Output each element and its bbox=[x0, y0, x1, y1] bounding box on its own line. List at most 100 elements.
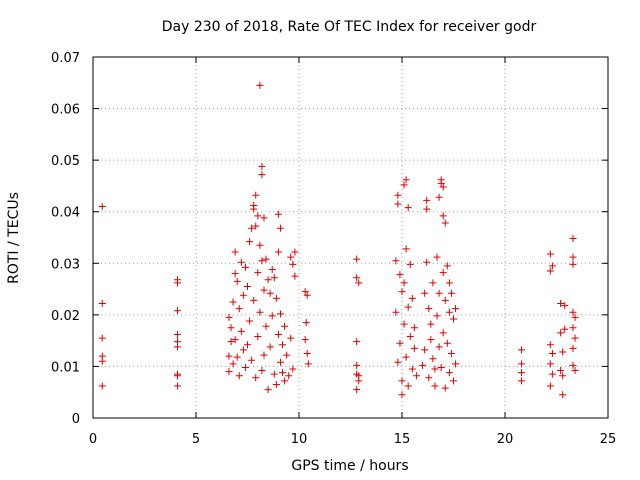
data-point bbox=[355, 377, 363, 385]
data-point bbox=[559, 372, 567, 380]
data-point bbox=[287, 253, 295, 261]
data-point bbox=[441, 296, 449, 304]
data-point bbox=[423, 196, 431, 204]
data-point bbox=[571, 313, 579, 321]
data-point bbox=[450, 377, 457, 385]
data-point bbox=[283, 351, 291, 359]
data-point bbox=[410, 324, 418, 332]
data-point bbox=[435, 343, 443, 351]
data-point bbox=[250, 205, 258, 213]
data-point bbox=[276, 224, 284, 232]
data-point bbox=[421, 289, 429, 297]
data-point bbox=[301, 288, 309, 296]
data-point bbox=[248, 356, 256, 364]
data-point bbox=[557, 329, 565, 337]
data-point bbox=[423, 258, 431, 266]
data-point bbox=[225, 368, 233, 376]
data-point bbox=[276, 358, 284, 366]
data-point bbox=[452, 305, 460, 313]
data-point bbox=[303, 350, 311, 358]
data-point bbox=[260, 351, 268, 359]
data-point bbox=[443, 339, 451, 347]
data-point bbox=[231, 336, 239, 344]
data-point bbox=[256, 241, 264, 249]
x-tick-label: 0 bbox=[89, 432, 97, 447]
data-point bbox=[561, 302, 569, 310]
data-point bbox=[425, 305, 433, 313]
data-point bbox=[445, 279, 453, 287]
data-point bbox=[394, 191, 402, 199]
data-point bbox=[394, 200, 402, 208]
data-point bbox=[256, 81, 264, 89]
data-point bbox=[270, 274, 278, 282]
data-point bbox=[406, 260, 414, 268]
data-point bbox=[262, 255, 270, 263]
data-point bbox=[423, 205, 431, 213]
data-point bbox=[439, 329, 447, 337]
data-point bbox=[447, 289, 455, 297]
data-point bbox=[231, 248, 239, 256]
data-point bbox=[274, 248, 282, 256]
data-point bbox=[433, 253, 441, 261]
data-point bbox=[452, 360, 460, 368]
data-point bbox=[517, 377, 525, 385]
data-point bbox=[304, 360, 312, 368]
data-point bbox=[264, 386, 272, 394]
data-point bbox=[254, 212, 262, 220]
data-point bbox=[569, 361, 577, 369]
data-point bbox=[402, 176, 410, 184]
data-point bbox=[569, 344, 577, 352]
data-point bbox=[546, 267, 554, 275]
y-tick-label: 0.06 bbox=[51, 103, 80, 118]
data-point bbox=[274, 210, 282, 218]
data-point bbox=[437, 179, 445, 187]
data-point bbox=[404, 382, 412, 390]
data-point bbox=[270, 370, 278, 378]
data-point bbox=[252, 374, 260, 382]
data-point bbox=[279, 341, 287, 349]
data-point bbox=[239, 346, 247, 354]
data-point bbox=[260, 214, 268, 222]
data-point bbox=[173, 343, 181, 351]
y-tick-label: 0.02 bbox=[51, 309, 80, 324]
data-point bbox=[258, 257, 266, 265]
data-point bbox=[557, 300, 565, 308]
data-point bbox=[266, 343, 274, 351]
data-point bbox=[173, 307, 181, 315]
data-point bbox=[244, 341, 251, 349]
data-point bbox=[546, 382, 554, 390]
x-tick-label: 10 bbox=[291, 432, 308, 447]
data-point bbox=[272, 380, 280, 388]
data-point bbox=[441, 384, 449, 392]
data-point bbox=[266, 289, 274, 297]
data-point bbox=[546, 360, 554, 368]
data-point bbox=[272, 294, 280, 302]
data-point bbox=[173, 330, 181, 338]
x-tick-label: 25 bbox=[600, 432, 617, 447]
data-point bbox=[225, 313, 233, 321]
data-point bbox=[402, 353, 410, 361]
data-point bbox=[439, 183, 447, 191]
data-point bbox=[439, 269, 447, 277]
data-point bbox=[289, 365, 297, 373]
data-point bbox=[443, 262, 451, 270]
data-point bbox=[98, 334, 106, 342]
data-point bbox=[98, 382, 106, 390]
data-point bbox=[244, 282, 251, 290]
data-point bbox=[445, 369, 453, 377]
data-point bbox=[439, 212, 447, 220]
data-point bbox=[227, 338, 235, 346]
data-point bbox=[557, 367, 565, 375]
data-point bbox=[435, 289, 443, 297]
x-tick-label: 15 bbox=[394, 432, 411, 447]
data-point bbox=[559, 348, 567, 356]
y-axis-label: ROTI / TECUs bbox=[6, 192, 22, 284]
data-point bbox=[173, 279, 181, 287]
data-point bbox=[441, 219, 449, 227]
data-point bbox=[254, 269, 262, 277]
data-point bbox=[254, 333, 262, 341]
data-point bbox=[291, 272, 299, 280]
data-point bbox=[225, 352, 233, 360]
data-point bbox=[268, 265, 276, 273]
data-point bbox=[281, 322, 289, 330]
